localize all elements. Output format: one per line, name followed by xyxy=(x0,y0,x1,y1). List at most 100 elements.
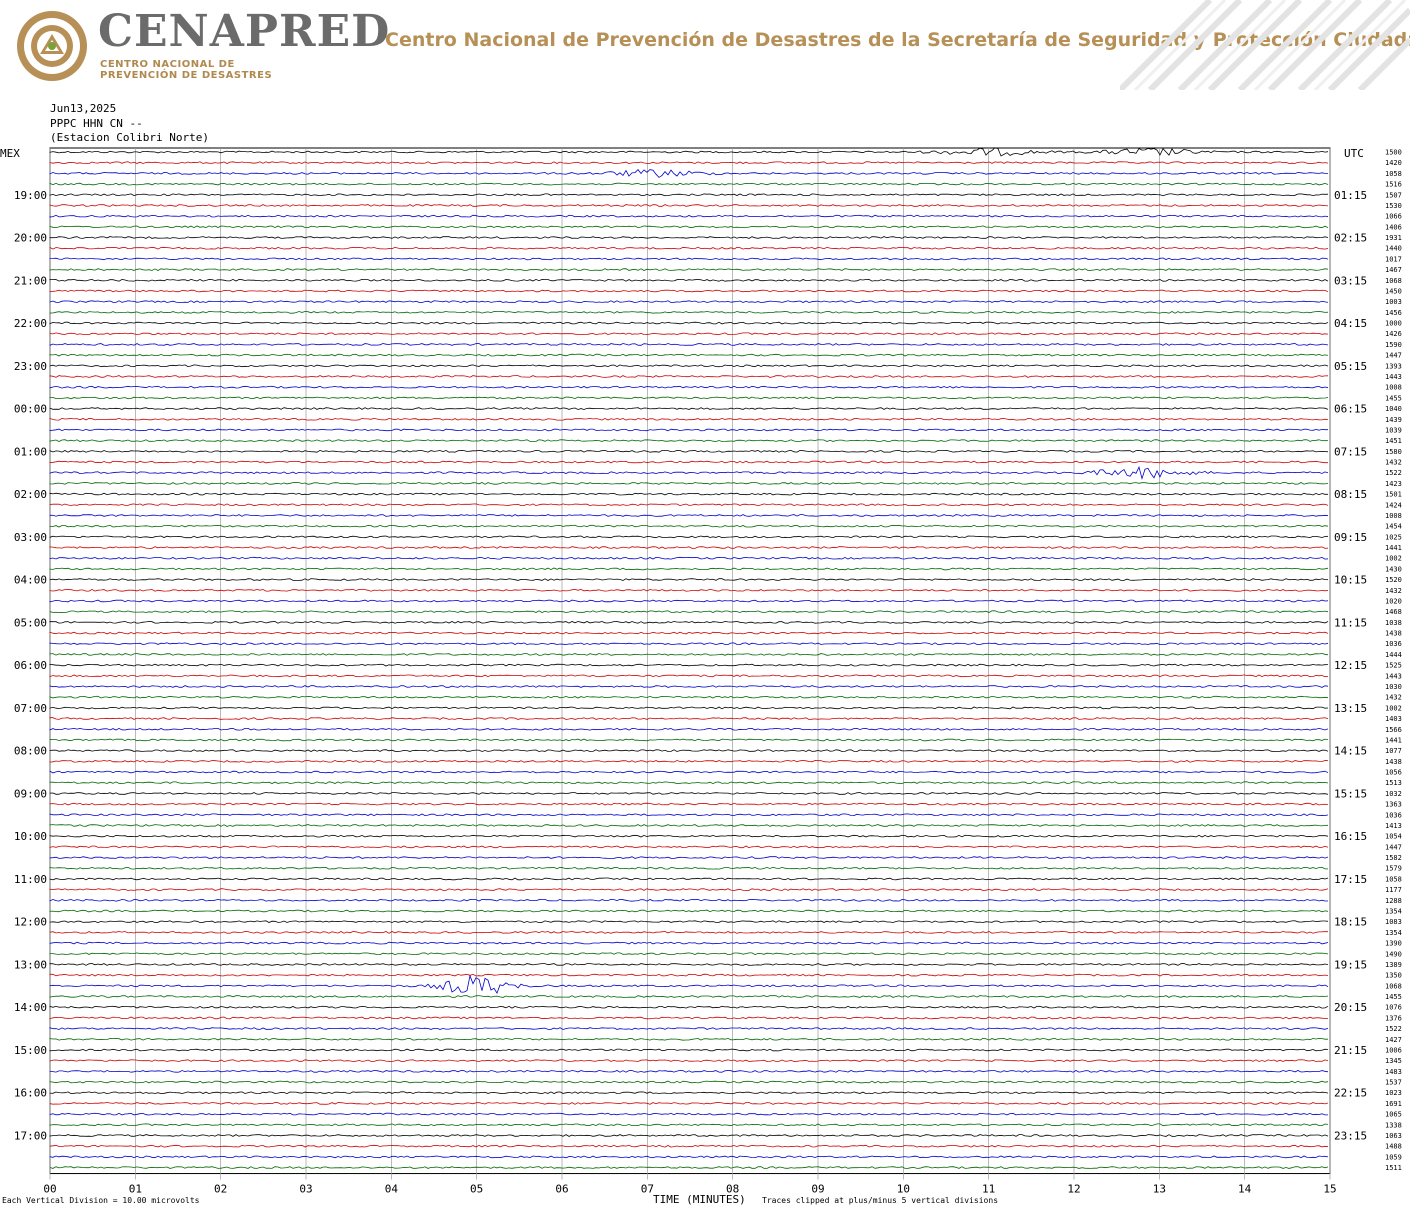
trace-count-label: 1483 xyxy=(1385,1068,1402,1076)
x-tick-label: 11 xyxy=(982,1183,995,1196)
trace-count-label: 1490 xyxy=(1385,950,1402,958)
trace-line xyxy=(49,1123,1329,1127)
trace-line xyxy=(49,920,1329,924)
trace-count-label: 1432 xyxy=(1385,694,1402,702)
trace-count-label: 1008 xyxy=(1385,512,1402,520)
left-hour-label: 15:00 xyxy=(14,1044,47,1057)
trace-line xyxy=(49,428,1328,432)
trace-line xyxy=(49,749,1329,752)
x-tick-label: 08 xyxy=(726,1183,739,1196)
trace-count-label: 1002 xyxy=(1385,704,1402,712)
left-hour-label: 09:00 xyxy=(14,787,47,800)
trace-count-label: 1177 xyxy=(1385,886,1402,894)
trace-line xyxy=(49,1080,1329,1084)
trace-line xyxy=(49,759,1329,763)
left-hour-label: 21:00 xyxy=(14,274,47,287)
right-hour-label: 19:15 xyxy=(1334,958,1367,971)
x-tick-label: 10 xyxy=(897,1183,910,1196)
trace-line xyxy=(49,1134,1329,1137)
left-hour-label: 08:00 xyxy=(14,745,47,758)
trace-count-label: 1516 xyxy=(1385,181,1402,189)
axis-labels: 00 01 02 03 04 05 06 07 08 09 10 11 12 13 14 15 1500 1420… xyxy=(0,147,1402,1196)
trace-count-label: 1002 xyxy=(1385,555,1402,563)
right-hour-label: 12:15 xyxy=(1334,659,1367,672)
trace-line xyxy=(49,974,1329,995)
trace-count-label: 1426 xyxy=(1385,330,1402,338)
trace-line xyxy=(49,909,1329,913)
trace-line xyxy=(49,353,1329,357)
x-tick-label: 09 xyxy=(811,1183,824,1196)
clip-note: Traces clipped at plus/minus 5 vertical … xyxy=(762,1196,999,1205)
trace-count-label: 1522 xyxy=(1385,1025,1402,1033)
x-axis-title: TIME (MINUTES) xyxy=(653,1193,746,1206)
right-hour-label: 23:15 xyxy=(1334,1129,1367,1142)
trace-line xyxy=(49,396,1329,400)
x-tick-label: 02 xyxy=(214,1183,227,1196)
x-tick-label: 12 xyxy=(1067,1183,1080,1196)
trace-count-label: 1444 xyxy=(1385,651,1402,659)
trace-line xyxy=(49,535,1329,539)
trace-count-label: 1467 xyxy=(1385,266,1402,274)
trace-line xyxy=(49,1102,1329,1105)
brand-subtitle-line1: CENTRO NACIONAL DE xyxy=(100,59,235,70)
trace-count-label: 1427 xyxy=(1385,1036,1402,1044)
trace-count-label: 1931 xyxy=(1385,234,1402,242)
trace-count-label: 1456 xyxy=(1385,309,1402,317)
trace-line xyxy=(49,621,1329,624)
trace-count-label: 1032 xyxy=(1385,790,1402,798)
right-hour-label: 02:15 xyxy=(1334,232,1367,245)
trace-line xyxy=(49,792,1329,795)
trace-count-label: 1440 xyxy=(1385,245,1402,253)
left-hour-label: 17:00 xyxy=(14,1129,47,1142)
trace-count-label: 1363 xyxy=(1385,801,1402,809)
trace-count-label: 1424 xyxy=(1385,501,1402,509)
x-tick-label: 15 xyxy=(1323,1183,1336,1196)
trace-count-label: 1288 xyxy=(1385,897,1402,905)
trace-line xyxy=(49,1166,1329,1169)
trace-count-label: 1507 xyxy=(1385,191,1402,199)
trace-count-label: 1420 xyxy=(1385,159,1402,167)
trace-count-label: 1006 xyxy=(1385,1046,1402,1054)
trace-count-label: 1443 xyxy=(1385,373,1402,381)
trace-count-label: 1000 xyxy=(1385,320,1402,328)
x-tick-label: 05 xyxy=(470,1183,483,1196)
right-hour-label: 16:15 xyxy=(1334,830,1367,843)
trace-line xyxy=(49,417,1329,421)
trace-line xyxy=(49,257,1329,261)
right-hour-label: 08:15 xyxy=(1334,488,1367,501)
right-hour-label: 03:15 xyxy=(1334,274,1367,287)
right-hour-label: 15:15 xyxy=(1334,787,1367,800)
trace-count-label: 1450 xyxy=(1385,287,1402,295)
trace-line xyxy=(49,460,1328,464)
trace-line xyxy=(49,963,1329,966)
trace-line xyxy=(49,147,1329,157)
cenapred-logo-icon xyxy=(17,11,87,81)
trace-count-label: 1039 xyxy=(1385,426,1402,434)
trace-line xyxy=(49,834,1329,838)
trace-line xyxy=(49,1027,1329,1030)
trace-line xyxy=(49,567,1329,571)
trace-line xyxy=(49,877,1329,881)
trace-line xyxy=(49,546,1329,549)
trace-count-label: 1076 xyxy=(1385,1004,1402,1012)
trace-count-label: 1454 xyxy=(1385,523,1402,531)
trace-count-label: 1390 xyxy=(1385,940,1402,948)
trace-line xyxy=(49,439,1329,442)
trace-count-label: 1023 xyxy=(1385,1089,1402,1097)
trace-line xyxy=(49,1016,1329,1020)
trace-line xyxy=(49,168,1329,178)
trace-count-label: 1058 xyxy=(1385,170,1402,178)
trace-line xyxy=(49,268,1329,271)
trace-line xyxy=(49,1059,1329,1062)
trace-count-label: 1513 xyxy=(1385,779,1402,787)
trace-count-label: 1063 xyxy=(1385,1132,1402,1140)
trace-line xyxy=(49,225,1329,229)
trace-line xyxy=(49,727,1329,731)
trace-count-label: 1441 xyxy=(1385,544,1402,552)
trace-line xyxy=(49,407,1329,410)
trace-count-label: 1455 xyxy=(1385,394,1402,402)
left-hour-label: 04:00 xyxy=(14,574,47,587)
trace-line xyxy=(49,1091,1329,1095)
trace-line xyxy=(49,781,1329,785)
trace-count-label: 1077 xyxy=(1385,747,1402,755)
